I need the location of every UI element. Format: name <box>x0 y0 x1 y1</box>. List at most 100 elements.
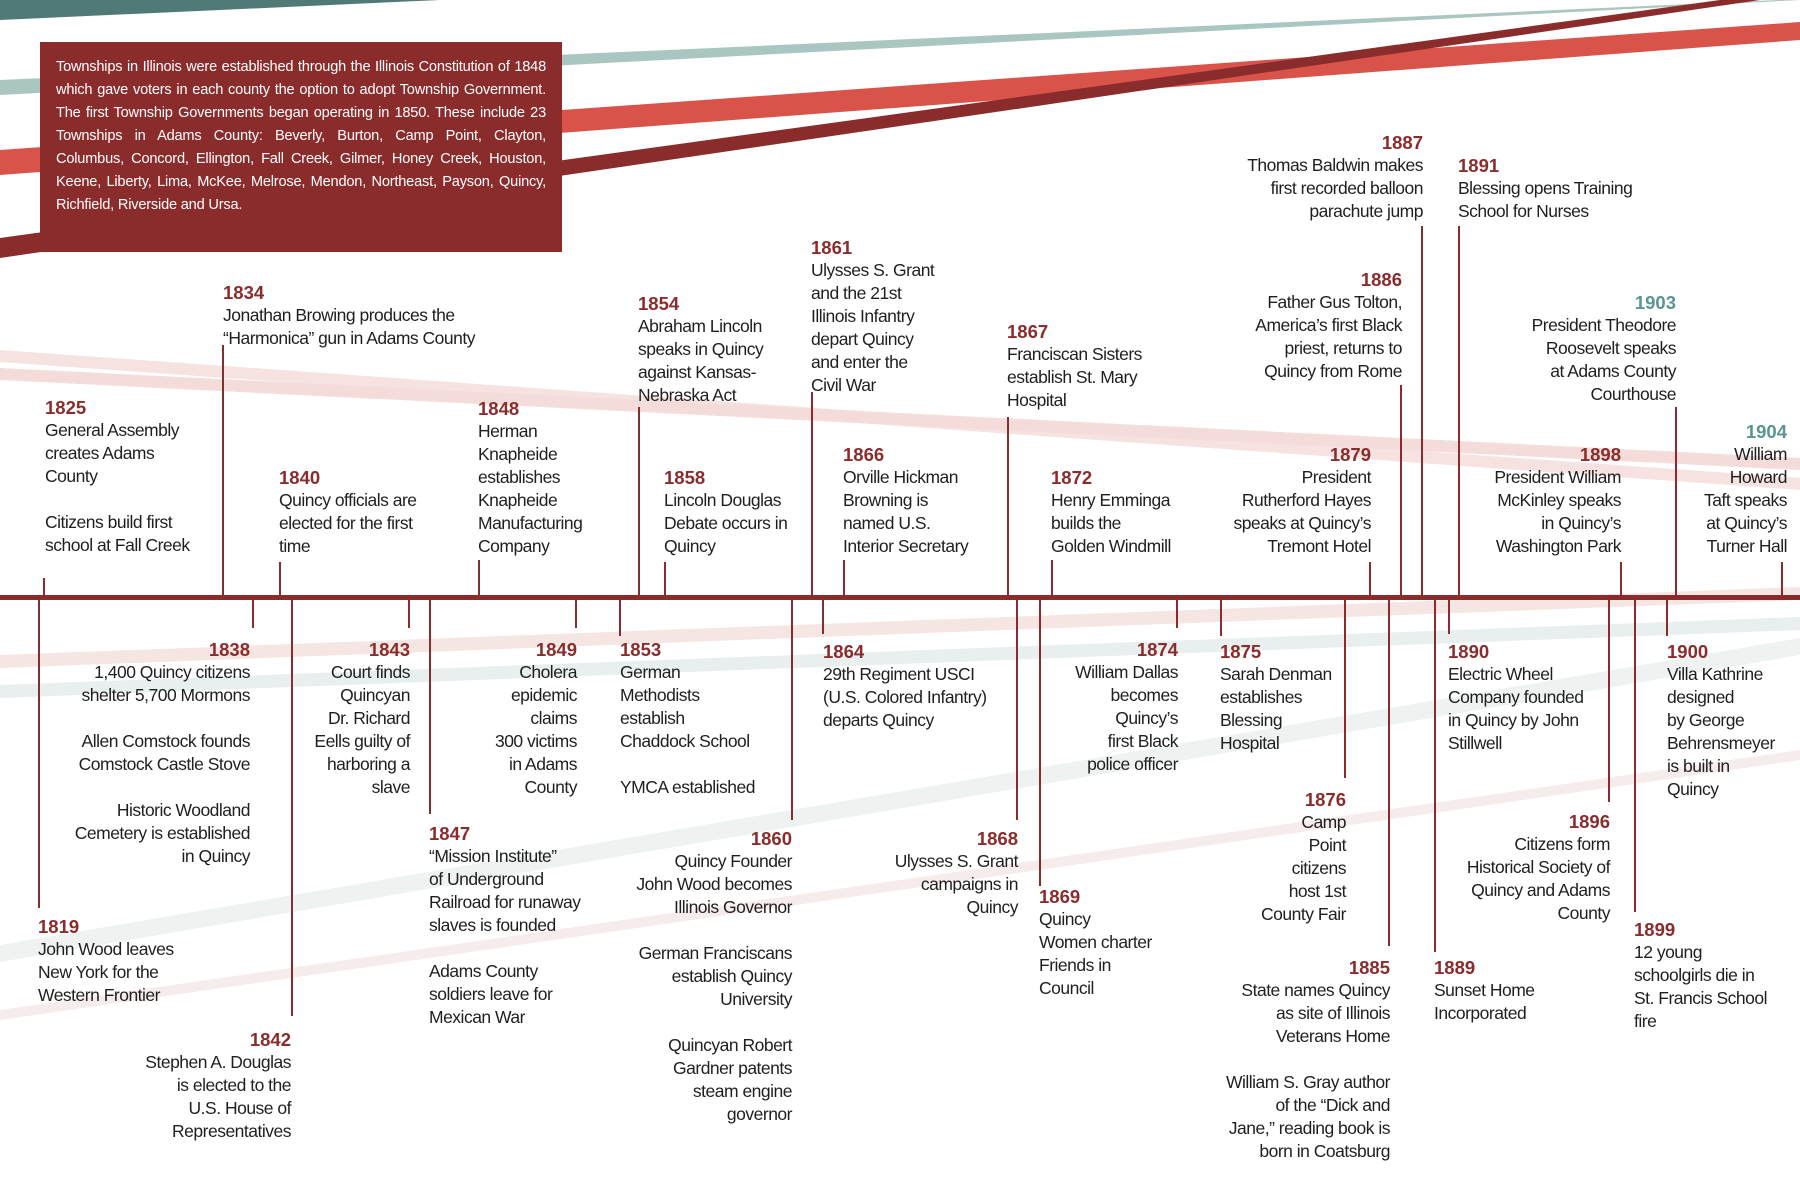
tick-1869 <box>1039 598 1041 886</box>
event-text: President Theodore <box>1532 314 1676 337</box>
event-year: 1861 <box>811 236 934 259</box>
tick-1874 <box>1176 598 1178 628</box>
event-year: 1847 <box>429 822 580 845</box>
event-text: Incorporated <box>1434 1002 1535 1025</box>
event-text: Camp <box>1261 811 1346 834</box>
tick-1889 <box>1434 598 1436 952</box>
event-1825: 1825 General Assembly creates Adams Coun… <box>45 396 190 557</box>
event-text: host 1st <box>1261 880 1346 903</box>
event-year: 1872 <box>1051 466 1171 489</box>
event-year: 1858 <box>664 466 787 489</box>
event-text: Manufacturing <box>478 512 582 535</box>
event-1866: 1866 Orville Hickman Browning is named U… <box>843 443 968 558</box>
spacer <box>45 488 190 511</box>
event-text: Jane,” reading book is <box>1226 1117 1390 1140</box>
event-year: 1889 <box>1434 956 1535 979</box>
event-text: Quincy from Rome <box>1255 360 1402 383</box>
event-text: McKinley speaks <box>1494 489 1621 512</box>
event-text: Citizens build first <box>45 511 190 534</box>
tick-1904 <box>1781 562 1783 598</box>
event-year: 1842 <box>145 1028 291 1051</box>
event-year: 1879 <box>1233 443 1371 466</box>
event-1834: 1834 Jonathan Browing produces the “Harm… <box>223 281 475 350</box>
event-text: Tremont Hotel <box>1233 535 1371 558</box>
event-text: General Assembly <box>45 419 190 442</box>
event-text: Stillwell <box>1448 732 1584 755</box>
event-year: 1885 <box>1226 956 1390 979</box>
event-year: 1874 <box>1075 638 1178 661</box>
event-1864: 1864 29th Regiment USCI (U.S. Colored In… <box>823 640 987 732</box>
event-text: at Adams County <box>1532 360 1676 383</box>
tick-1900 <box>1666 598 1668 636</box>
event-text: School for Nurses <box>1458 200 1632 223</box>
event-text: claims <box>495 707 577 730</box>
event-text: Civil War <box>811 374 934 397</box>
event-text: John Wood leaves <box>38 938 174 961</box>
event-text: shelter 5,700 Mormons <box>75 684 250 707</box>
event-text: Council <box>1039 977 1152 1000</box>
event-text: 12 young <box>1634 941 1767 964</box>
event-text: in Quincy by John <box>1448 709 1584 732</box>
event-text: epidemic <box>495 684 577 707</box>
event-text: University <box>636 988 792 1011</box>
tick-1858 <box>664 562 666 598</box>
event-text: St. Francis School <box>1634 987 1767 1010</box>
event-text: County <box>45 465 190 488</box>
event-text: police officer <box>1075 753 1178 776</box>
event-text: by George <box>1667 709 1775 732</box>
event-text: Behrensmeyer <box>1667 732 1775 755</box>
townships-intro-box: Townships in Illinois were established t… <box>40 42 562 252</box>
event-1847: 1847 “Mission Institute” of Underground … <box>429 822 580 1029</box>
tick-1879 <box>1369 562 1371 598</box>
event-year: 1891 <box>1458 154 1632 177</box>
event-text: Representatives <box>145 1120 291 1143</box>
event-text: Franciscan Sisters <box>1007 343 1142 366</box>
event-text: Illinois Infantry <box>811 305 934 328</box>
event-1875: 1875 Sarah Denman establishes Blessing H… <box>1220 640 1332 755</box>
event-text: school at Fall Creek <box>45 534 190 557</box>
event-text: slaves is founded <box>429 914 580 937</box>
event-text: Ulysses S. Grant <box>895 850 1018 873</box>
event-1861: 1861 Ulysses S. Grant and the 21st Illin… <box>811 236 934 397</box>
tick-1849 <box>575 598 577 628</box>
event-text: Court finds <box>314 661 410 684</box>
event-year: 1868 <box>895 827 1018 850</box>
event-text: fire <box>1634 1010 1767 1033</box>
event-text: America’s first Black <box>1255 314 1402 337</box>
event-text: Quincy Founder <box>636 850 792 873</box>
event-text: designed <box>1667 686 1775 709</box>
event-text: Henry Emminga <box>1051 489 1171 512</box>
event-text: 300 victims <box>495 730 577 753</box>
event-1853: 1853 German Methodists establish Chaddoc… <box>620 638 755 799</box>
event-text: Quincy <box>895 896 1018 919</box>
event-text: Debate occurs in <box>664 512 787 535</box>
event-year: 1848 <box>478 397 582 420</box>
event-text: County <box>1467 902 1610 925</box>
event-year: 1853 <box>620 638 755 661</box>
event-1887: 1887 Thomas Baldwin makes first recorded… <box>1247 131 1423 223</box>
event-text: slave <box>314 776 410 799</box>
event-year: 1867 <box>1007 320 1142 343</box>
event-text: creates Adams <box>45 442 190 465</box>
event-text: speaks in Quincy <box>638 338 763 361</box>
event-text: German <box>620 661 755 684</box>
event-1848: 1848 Herman Knapheide establishes Knaphe… <box>478 397 582 558</box>
event-text: Lincoln Douglas <box>664 489 787 512</box>
event-text: Courthouse <box>1532 383 1676 406</box>
spacer <box>636 919 792 942</box>
tick-1853 <box>619 598 621 636</box>
event-text: schoolgirls die in <box>1634 964 1767 987</box>
event-text: Quincy <box>664 535 787 558</box>
event-1903: 1903 President Theodore Roosevelt speaks… <box>1532 291 1676 406</box>
event-1899: 1899 12 young schoolgirls die in St. Fra… <box>1634 918 1767 1033</box>
event-text: elected for the first <box>279 512 417 535</box>
event-text: Cemetery is established <box>75 822 250 845</box>
event-text: of Underground <box>429 868 580 891</box>
event-year: 1886 <box>1255 268 1402 291</box>
event-year: 1903 <box>1532 291 1676 314</box>
event-text: departs Quincy <box>823 709 987 732</box>
event-text: Adams County <box>429 960 580 983</box>
tick-1890 <box>1448 598 1450 634</box>
event-text: first Black <box>1075 730 1178 753</box>
event-1900: 1900 Villa Kathrine designed by George B… <box>1667 640 1775 801</box>
